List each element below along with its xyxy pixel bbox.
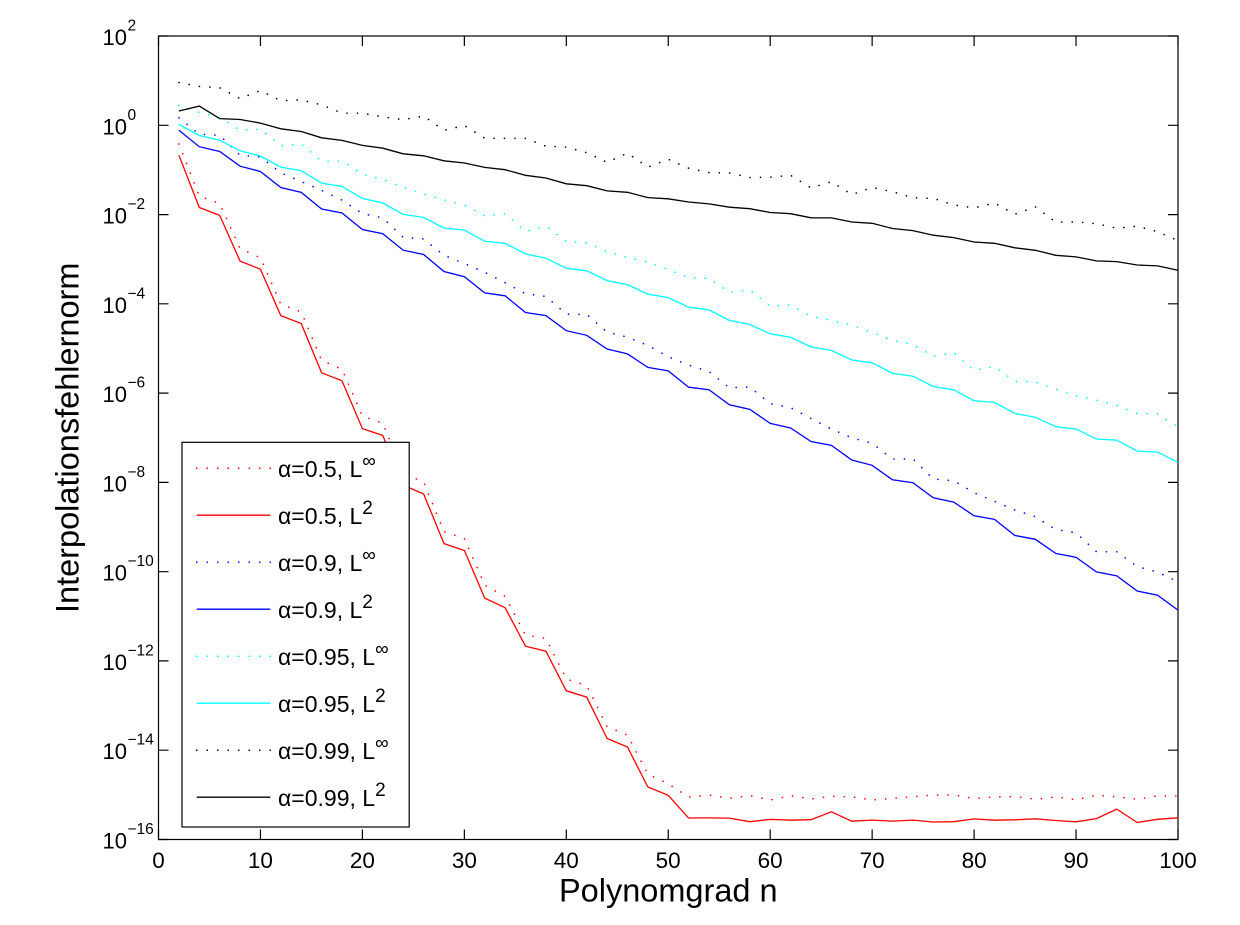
svg-text:−6: −6 — [128, 375, 146, 392]
svg-text:−8: −8 — [128, 464, 146, 481]
svg-text:0: 0 — [152, 848, 165, 873]
svg-text:100: 100 — [1159, 848, 1197, 873]
svg-text:70: 70 — [860, 848, 885, 873]
svg-text:10: 10 — [103, 293, 127, 318]
svg-text:10: 10 — [103, 561, 127, 586]
svg-text:−10: −10 — [128, 553, 155, 570]
svg-text:90: 90 — [1063, 848, 1088, 873]
svg-text:10: 10 — [103, 25, 127, 50]
svg-text:2: 2 — [128, 18, 137, 35]
svg-text:−16: −16 — [128, 821, 154, 838]
svg-text:10: 10 — [248, 848, 273, 873]
svg-text:10: 10 — [103, 829, 127, 854]
svg-text:30: 30 — [452, 848, 477, 873]
svg-text:60: 60 — [758, 848, 783, 873]
svg-text:α=0.95, L2: α=0.95, L2 — [278, 686, 386, 717]
svg-text:−14: −14 — [128, 732, 155, 749]
svg-text:10: 10 — [103, 650, 127, 675]
svg-text:α=0.99, L2: α=0.99, L2 — [278, 780, 386, 811]
svg-text:40: 40 — [554, 848, 579, 873]
svg-text:α=0.5, L∞: α=0.5, L∞ — [278, 451, 376, 482]
svg-text:10: 10 — [103, 382, 127, 407]
svg-text:10: 10 — [103, 739, 127, 764]
svg-text:−2: −2 — [128, 196, 146, 213]
svg-text:α=0.95, L∞: α=0.95, L∞ — [278, 639, 389, 670]
svg-text:−4: −4 — [128, 285, 146, 302]
svg-text:50: 50 — [656, 848, 681, 873]
svg-text:10: 10 — [103, 114, 127, 139]
svg-text:−12: −12 — [128, 642, 154, 659]
svg-text:α=0.9, L∞: α=0.9, L∞ — [278, 545, 376, 576]
svg-text:α=0.5, L2: α=0.5, L2 — [278, 498, 373, 529]
svg-text:80: 80 — [962, 848, 987, 873]
svg-text:α=0.99, L∞: α=0.99, L∞ — [278, 733, 389, 764]
svg-text:α=0.9, L2: α=0.9, L2 — [278, 592, 373, 623]
svg-text:Interpolationsfehlernorm: Interpolationsfehlernorm — [49, 263, 85, 613]
svg-text:Polynomgrad n: Polynomgrad n — [559, 873, 778, 909]
svg-text:10: 10 — [103, 471, 127, 496]
svg-text:20: 20 — [350, 848, 375, 873]
svg-text:10: 10 — [103, 204, 127, 229]
svg-text:0: 0 — [128, 107, 137, 124]
